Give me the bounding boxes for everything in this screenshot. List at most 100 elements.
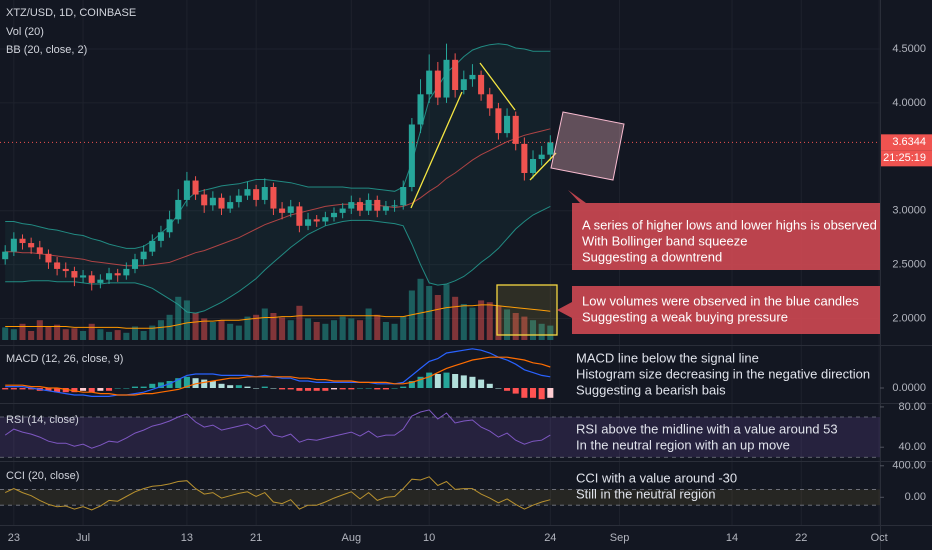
volume-bar [374, 314, 381, 340]
y-tick-label: 40.00 [898, 441, 926, 453]
macd-histogram-bar [244, 386, 251, 388]
macd-histogram-bar [313, 388, 320, 391]
highlight-box [550, 111, 625, 181]
macd-histogram-bar [521, 388, 528, 398]
macd-histogram-bar [408, 381, 415, 388]
volume-bar [443, 284, 450, 340]
macd-histogram-bar [356, 388, 363, 389]
x-tick-label: 22 [795, 532, 807, 544]
x-tick-label: 13 [181, 532, 193, 544]
trendline [410, 91, 463, 209]
macd-histogram-bar [80, 388, 87, 391]
volume-bar [175, 296, 182, 340]
candle-body [521, 143, 528, 173]
macd-histogram-bar [504, 388, 511, 391]
candle-body [80, 275, 87, 278]
candle-body [270, 186, 277, 209]
x-tick-label: 21 [250, 532, 262, 544]
y-tick-label: 0.00 [905, 491, 926, 503]
macd-histogram-bar [348, 388, 355, 390]
candle-body [504, 115, 511, 134]
symbol-title: XTZ/USD, 1D, COINBASE [6, 7, 136, 19]
volume-bar [209, 322, 216, 340]
candle-body [322, 217, 329, 222]
volume-bar [452, 296, 459, 340]
macd-histogram-bar [478, 379, 485, 388]
candle-body [339, 208, 346, 213]
macd-histogram-bar [426, 372, 433, 388]
volume-bar [529, 320, 537, 340]
volume-bar [305, 318, 312, 340]
macd-histogram-bar [434, 374, 441, 388]
candle-body [209, 197, 216, 206]
indicator-label: Vol (20) [6, 26, 44, 38]
candle-body [529, 158, 537, 173]
candle-body [105, 273, 113, 280]
volume-bar [97, 329, 104, 340]
macd-histogram-bar [105, 388, 113, 391]
macd-histogram-bar [305, 388, 312, 391]
candle-body [443, 59, 450, 98]
macd-histogram-bar [235, 385, 242, 388]
candle-body [140, 251, 147, 260]
candle-body [296, 206, 303, 226]
volume-bar [382, 322, 389, 340]
callout-text: Suggesting a downtrend [582, 249, 722, 264]
candle-body [547, 142, 554, 155]
bb-fill [5, 43, 551, 314]
volume-bar [62, 329, 69, 340]
macd-histogram-bar [71, 388, 78, 393]
volume-bar [36, 320, 43, 340]
macd-histogram-bar [365, 388, 372, 389]
volume-bar [391, 323, 398, 340]
volume-bar [495, 305, 502, 340]
candle-body [365, 199, 372, 211]
candle-body [201, 194, 208, 206]
volume-bar [253, 314, 260, 340]
macd-histogram-bar [382, 388, 389, 390]
price-label: 3.6344 [892, 136, 926, 148]
macd-histogram-bar [417, 376, 424, 388]
macd-histogram-bar [400, 386, 407, 388]
volume-bar [218, 320, 225, 340]
volume-bar [183, 300, 190, 340]
macd-histogram-bar [88, 388, 95, 393]
volume-bar [123, 332, 130, 340]
macd-histogram-bar [452, 374, 459, 388]
volume-bar [469, 307, 476, 340]
volume-bar [356, 320, 363, 340]
candle-body [54, 262, 61, 269]
macd-histogram-bar [469, 376, 476, 388]
pane-note: CCI with a value around -30 [576, 470, 737, 485]
volume-bar [287, 320, 294, 340]
volume-bar [538, 323, 545, 340]
pane-title: MACD (12, 26, close, 9) [6, 353, 123, 365]
volume-bar [348, 318, 355, 340]
candle-body [356, 202, 363, 211]
volume-bar [88, 323, 95, 340]
candle-body [218, 197, 225, 209]
macd-histogram-bar [547, 388, 554, 398]
macd-histogram-bar [97, 388, 104, 391]
candle-body [348, 202, 355, 209]
volume-bar [10, 329, 17, 340]
candle-body [19, 238, 26, 244]
volume-bar [504, 309, 511, 340]
callout-text: With Bollinger band squeeze [582, 233, 748, 248]
volume-bar [201, 318, 208, 340]
volume-bar [140, 331, 147, 340]
macd-histogram-bar [201, 379, 208, 388]
trendline [479, 62, 516, 111]
macd-histogram-bar [538, 388, 545, 400]
candle-body [166, 219, 173, 233]
candle-body [149, 240, 156, 252]
candle-body [279, 208, 286, 213]
macd-histogram-bar [166, 381, 173, 388]
candle-body [175, 199, 182, 220]
macd-histogram-bar [330, 388, 338, 390]
macd-histogram-bar [261, 386, 268, 388]
volume-bar [166, 314, 173, 340]
x-tick-label: Oct [871, 532, 888, 544]
y-tick-label: 2.0000 [892, 312, 926, 324]
